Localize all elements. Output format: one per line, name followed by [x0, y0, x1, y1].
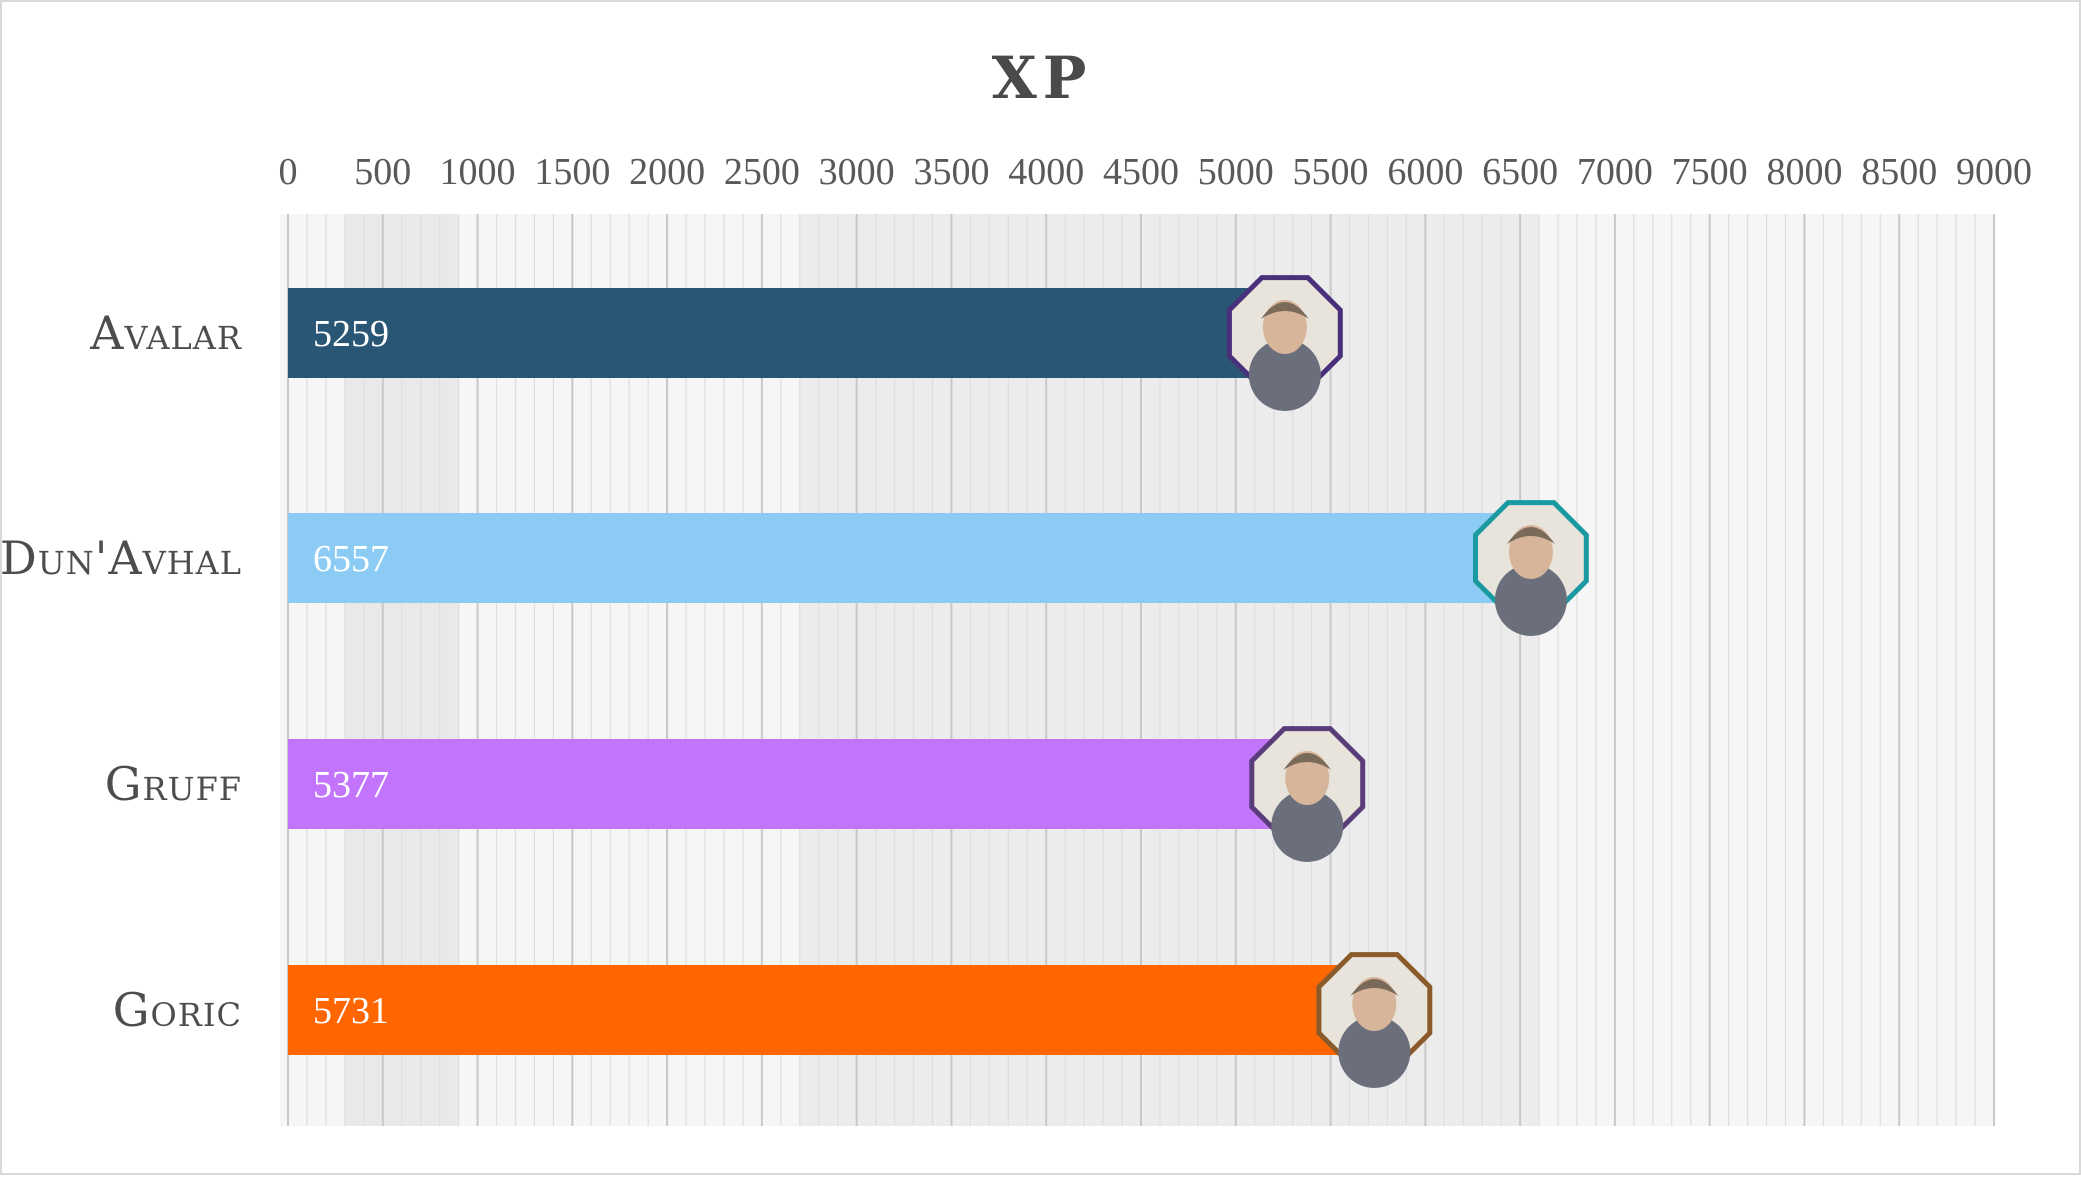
bar: [288, 739, 1308, 829]
x-tick-label: 0: [279, 151, 298, 193]
marker-shoulders: [1248, 339, 1321, 411]
marker-hair: [1350, 979, 1399, 996]
x-tick-label: 4000: [1008, 151, 1084, 193]
marker-face: [1352, 977, 1397, 1031]
bar-value-label: 5259: [313, 313, 389, 355]
bar-value-label: 6557: [313, 538, 389, 580]
x-tick-label: 3000: [819, 151, 895, 193]
category-labels: Avalar Dun'Avhal Gruff Goric: [2, 306, 242, 1037]
marker-hair: [1506, 527, 1555, 544]
category-label: Avalar: [89, 306, 242, 360]
x-axis-ticks: 0 500 1000 1500 2000 2500 3000 3500 4000 4500 5000…: [279, 151, 2033, 193]
marker-hair: [1260, 302, 1309, 319]
x-tick-label: 5000: [1198, 151, 1274, 193]
category-label: Goric: [113, 983, 242, 1037]
x-tick-label: 500: [354, 151, 411, 193]
marker-face: [1508, 525, 1553, 579]
x-tick-label: 3500: [913, 151, 989, 193]
x-tick-label: 4500: [1103, 151, 1179, 193]
category-label: Dun'Avhal: [2, 531, 242, 585]
x-tick-label: 1500: [534, 151, 610, 193]
x-tick-label: 7000: [1577, 151, 1653, 193]
x-tick-label: 1000: [440, 151, 516, 193]
x-tick-label: 8000: [1766, 151, 1842, 193]
x-tick-label: 8500: [1861, 151, 1937, 193]
x-tick-label: 7500: [1672, 151, 1748, 193]
marker-shoulders: [1338, 1016, 1411, 1088]
human-portrait-icon: [1473, 500, 1589, 636]
bar: [288, 288, 1285, 378]
elf-portrait-icon: [1226, 275, 1343, 411]
marker-face: [1262, 300, 1307, 354]
x-tick-label: 5500: [1293, 151, 1369, 193]
category-label: Gruff: [105, 757, 242, 811]
x-tick-label: 6000: [1387, 151, 1463, 193]
bar-value-label: 5377: [313, 764, 389, 806]
dwarf-portrait-icon: [1249, 726, 1366, 862]
marker-face: [1285, 751, 1330, 805]
bar: [288, 513, 1531, 603]
marker-shoulders: [1271, 790, 1344, 862]
x-tick-label: 9000: [1956, 151, 2032, 193]
chart-title: XP: [992, 44, 1093, 112]
bars: 5259 6557 5377 5731: [288, 275, 1589, 1088]
gnome-portrait-icon: [1316, 952, 1433, 1088]
bar: [288, 965, 1375, 1055]
x-tick-label: 6500: [1482, 151, 1558, 193]
x-tick-label: 2000: [629, 151, 705, 193]
x-tick-label: 2500: [724, 151, 800, 193]
marker-shoulders: [1494, 564, 1567, 636]
marker-hair: [1283, 753, 1332, 770]
bar-value-label: 5731: [313, 990, 389, 1032]
